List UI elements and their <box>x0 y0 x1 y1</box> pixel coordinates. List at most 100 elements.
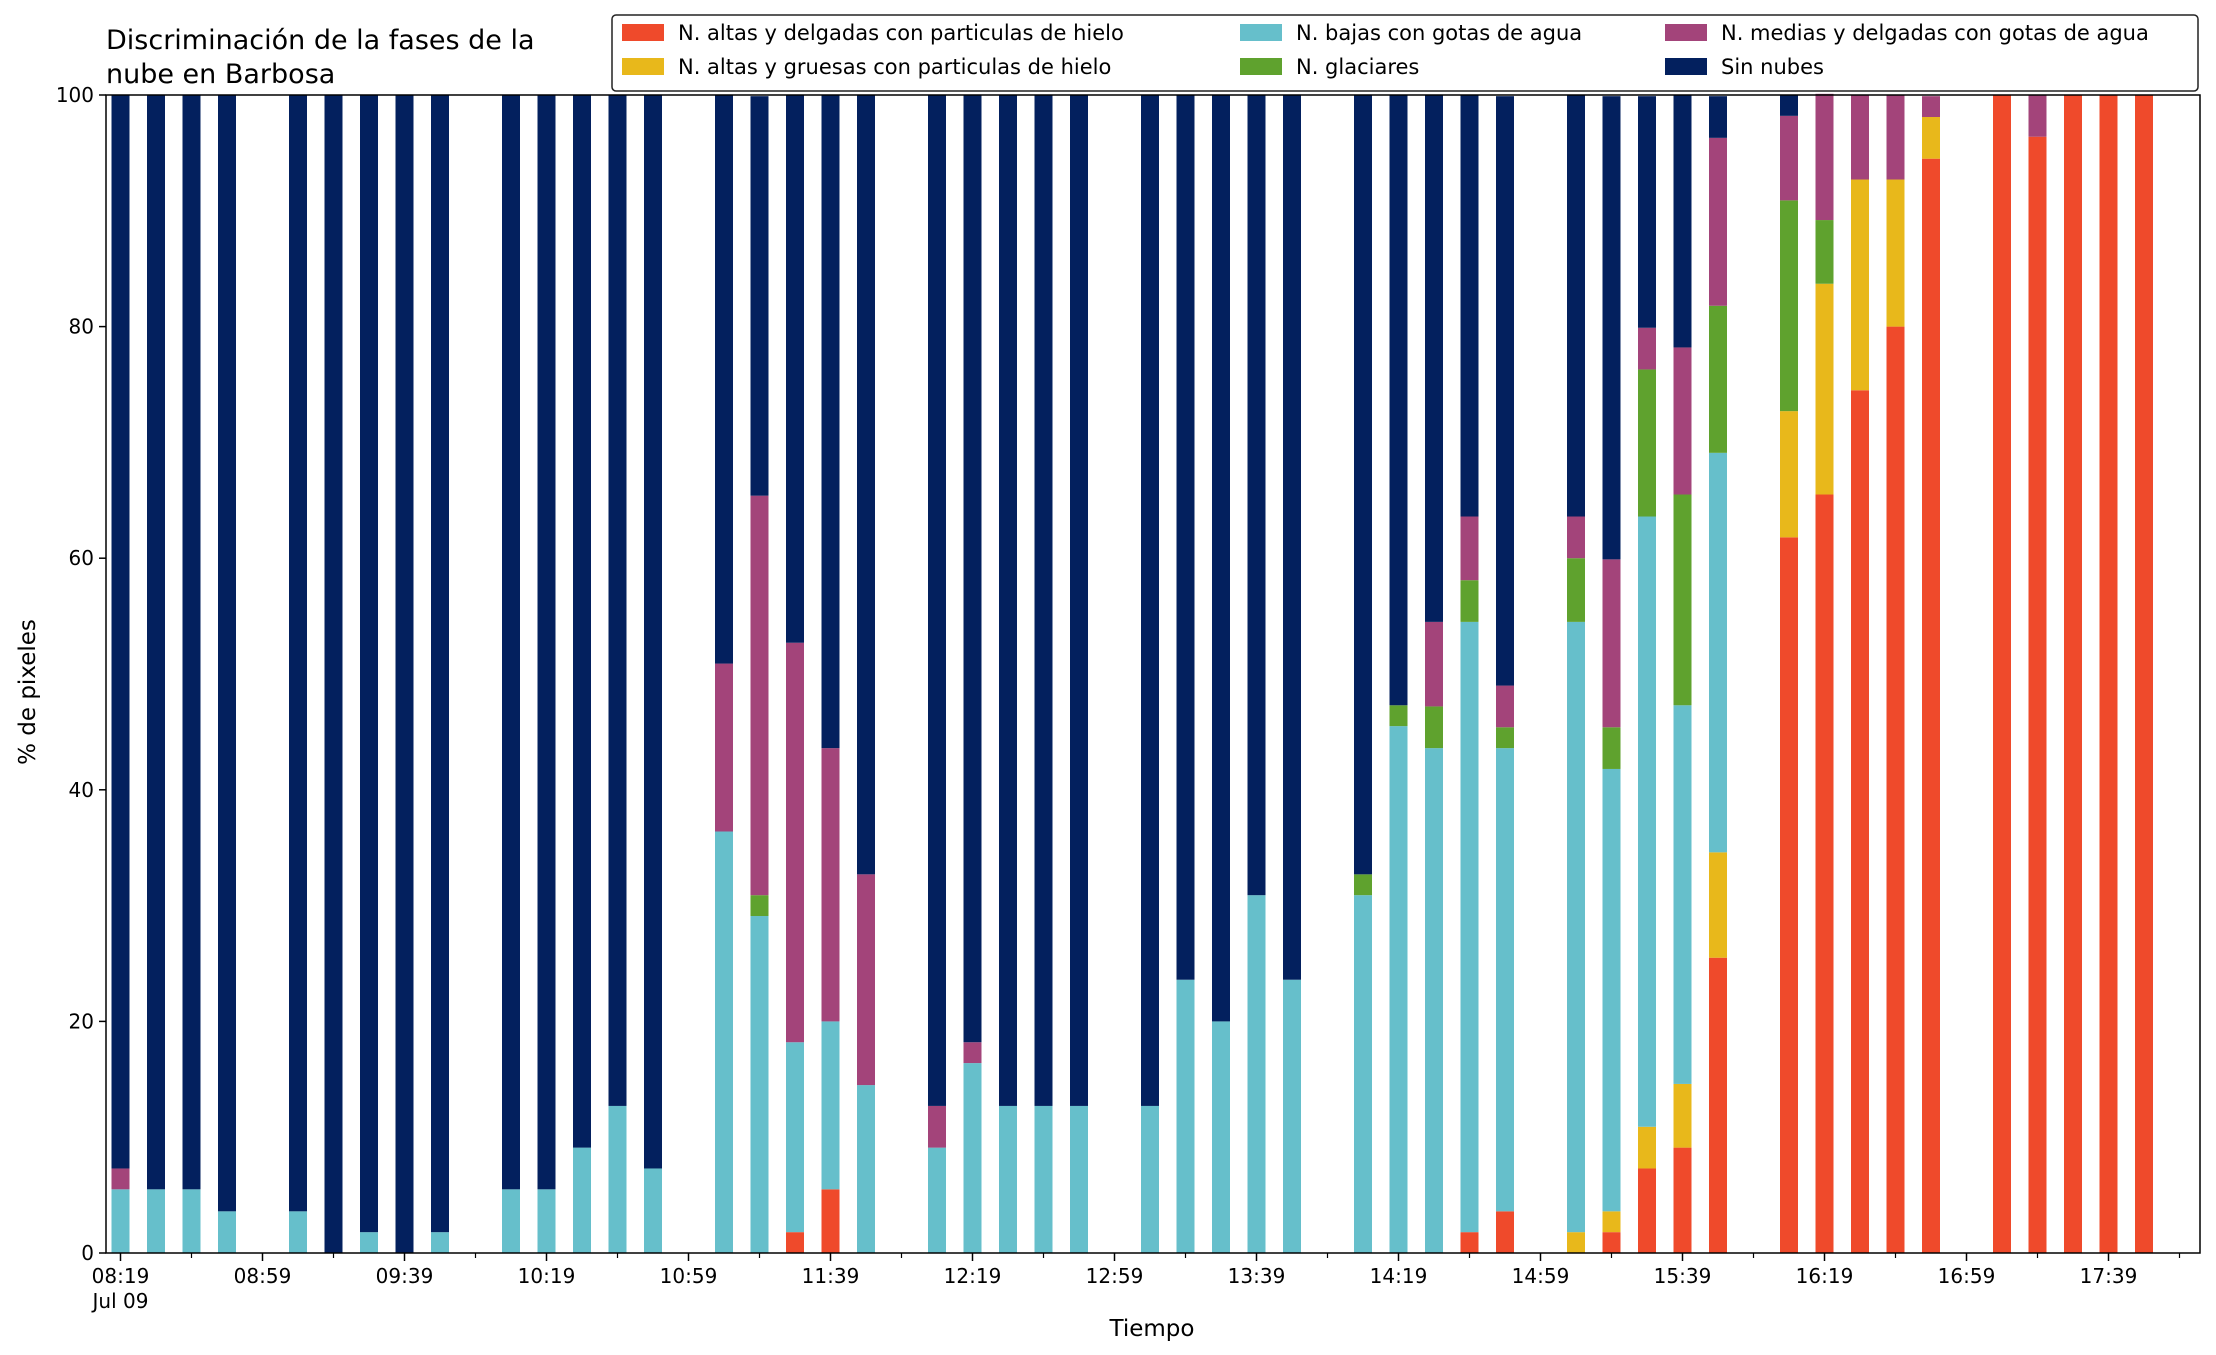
bar-segment-s4-14 <box>715 663 733 832</box>
legend-frame <box>611 14 2199 92</box>
y-tick-label: 20 <box>69 1009 94 1033</box>
bar-segment-s4-34 <box>1567 516 1585 559</box>
bar-segment-s5-31 <box>1425 95 1443 622</box>
bar-segment-s0-46 <box>2064 95 2082 1253</box>
bar-segment-s2-28 <box>1283 979 1301 1253</box>
x-tick-label: 13:39 <box>1228 1264 1286 1288</box>
bar-segment-s2-15 <box>750 916 769 1253</box>
bar-segment-s5-30 <box>1389 95 1408 706</box>
bar-segment-s5-32 <box>1460 95 1479 517</box>
y-tick-label: 80 <box>69 315 94 339</box>
bar-segment-s2-33 <box>1496 748 1514 1212</box>
x-tick-label: 10:59 <box>660 1264 718 1288</box>
bar-segment-s0-43 <box>1922 158 1940 1254</box>
bar-segment-s5-2 <box>182 95 201 1190</box>
bar-segment-s4-42 <box>1886 95 1905 180</box>
x-tick-label: 17:39 <box>2080 1264 2138 1288</box>
bar-segment-s3-35 <box>1602 727 1621 769</box>
bar-segment-s2-11 <box>573 1147 591 1253</box>
bar-segment-s2-10 <box>537 1189 556 1253</box>
bar-segment-s4-31 <box>1425 621 1443 707</box>
bar-segment-s3-36 <box>1638 369 1656 517</box>
bar-segment-s5-27 <box>1247 95 1266 896</box>
legend-swatch <box>1240 58 1282 75</box>
bar-segment-s5-19 <box>928 95 946 1106</box>
bar-segment-s5-16 <box>786 95 804 643</box>
bar-segment-s5-1 <box>147 95 165 1190</box>
bar-segment-s5-25 <box>1176 95 1195 980</box>
bar-segment-s1-40 <box>1815 283 1834 495</box>
bar-segment-s5-4 <box>289 95 307 1212</box>
bar-segment-s3-33 <box>1496 727 1514 749</box>
bar-segment-s0-42 <box>1886 326 1905 1254</box>
bar-segment-s5-10 <box>537 95 556 1190</box>
bar-segment-s3-31 <box>1425 706 1443 749</box>
x-tick-label: 14:19 <box>1370 1264 1428 1288</box>
bar-segment-s4-32 <box>1460 516 1479 581</box>
bar-segment-s4-18 <box>857 874 875 1086</box>
bar-segment-s5-8 <box>431 95 449 1233</box>
legend-swatch <box>1665 58 1707 75</box>
bar-segment-s5-14 <box>715 95 733 664</box>
y-tick-label: 100 <box>56 83 94 107</box>
bar-segment-s2-19 <box>928 1147 946 1253</box>
x-tick-label: 11:39 <box>802 1264 860 1288</box>
bar-segment-s2-16 <box>786 1042 804 1233</box>
bar-segment-s5-26 <box>1212 95 1230 1022</box>
legend-label: Sin nubes <box>1721 55 1824 79</box>
bar-segment-s5-33 <box>1496 96 1514 686</box>
legend: N. altas y delgadas con particulas de hi… <box>611 14 2199 92</box>
y-tick-label: 40 <box>69 778 94 802</box>
bar-segment-s5-11 <box>573 95 591 1148</box>
bar-segment-s1-37 <box>1673 1083 1692 1148</box>
bar-segment-s0-39 <box>1780 537 1798 1253</box>
x-tick-label: 16:59 <box>1938 1264 1996 1288</box>
bar-segment-s4-41 <box>1851 95 1869 180</box>
bar-segment-s5-38 <box>1709 96 1727 138</box>
bar-segment-s2-8 <box>431 1232 449 1253</box>
bar-segment-s0-35 <box>1602 1232 1621 1253</box>
bar-segment-s2-24 <box>1141 1105 1159 1253</box>
bar-segment-s2-22 <box>1034 1105 1053 1253</box>
bar-segment-s5-6 <box>360 95 378 1233</box>
bar-segment-s4-40 <box>1815 93 1834 221</box>
bar-segment-s5-29 <box>1354 95 1372 875</box>
bar-segment-s4-16 <box>786 642 804 1043</box>
bar-segment-s4-45 <box>2028 95 2047 137</box>
x-tick-label: 12:19 <box>944 1264 1002 1288</box>
plot-frame <box>105 94 2201 1254</box>
legend-label: N. bajas con gotas de agua <box>1296 21 1582 45</box>
bar-segment-s2-6 <box>360 1232 378 1253</box>
bar-segment-s1-43 <box>1922 117 1940 159</box>
bar-segment-s3-29 <box>1354 874 1372 896</box>
bar-segment-s2-29 <box>1354 895 1372 1253</box>
bar-segment-s4-43 <box>1922 96 1940 117</box>
bar-segment-s5-5 <box>324 95 343 1253</box>
x-tick-label: 16:19 <box>1796 1264 1854 1288</box>
bar-segment-s2-12 <box>608 1105 627 1253</box>
bar-segment-s5-24 <box>1141 95 1159 1106</box>
x-tick-label: 09:39 <box>376 1264 434 1288</box>
bar-segment-s3-38 <box>1709 305 1727 453</box>
bar-segment-s5-35 <box>1602 96 1621 560</box>
bar-segment-s0-38 <box>1709 957 1727 1253</box>
bar-segment-s5-15 <box>750 96 769 496</box>
bar-segment-s5-18 <box>857 95 875 875</box>
bar-segment-s3-34 <box>1567 558 1585 622</box>
bar-segment-s2-17 <box>821 1021 840 1190</box>
bar-segment-s5-7 <box>395 95 414 1253</box>
legend-swatch <box>622 58 664 75</box>
bar-segment-s3-37 <box>1673 494 1692 706</box>
legend-label: N. glaciares <box>1296 55 1419 79</box>
bar-segment-s0-41 <box>1851 390 1869 1253</box>
chart-title-line-2: nube en Barbosa <box>106 59 335 90</box>
bar-segment-s2-23 <box>1070 1105 1088 1253</box>
x-tick-label: 08:59 <box>234 1264 292 1288</box>
bar-segment-s3-15 <box>750 895 769 917</box>
bar-segment-s5-12 <box>608 95 627 1106</box>
bar-segment-s1-38 <box>1709 852 1727 958</box>
bar-segment-s4-33 <box>1496 685 1514 728</box>
bar-segment-s0-32 <box>1460 1232 1479 1253</box>
bar-segment-s1-42 <box>1886 179 1905 327</box>
x-tick-label: 08:19 <box>92 1264 150 1288</box>
